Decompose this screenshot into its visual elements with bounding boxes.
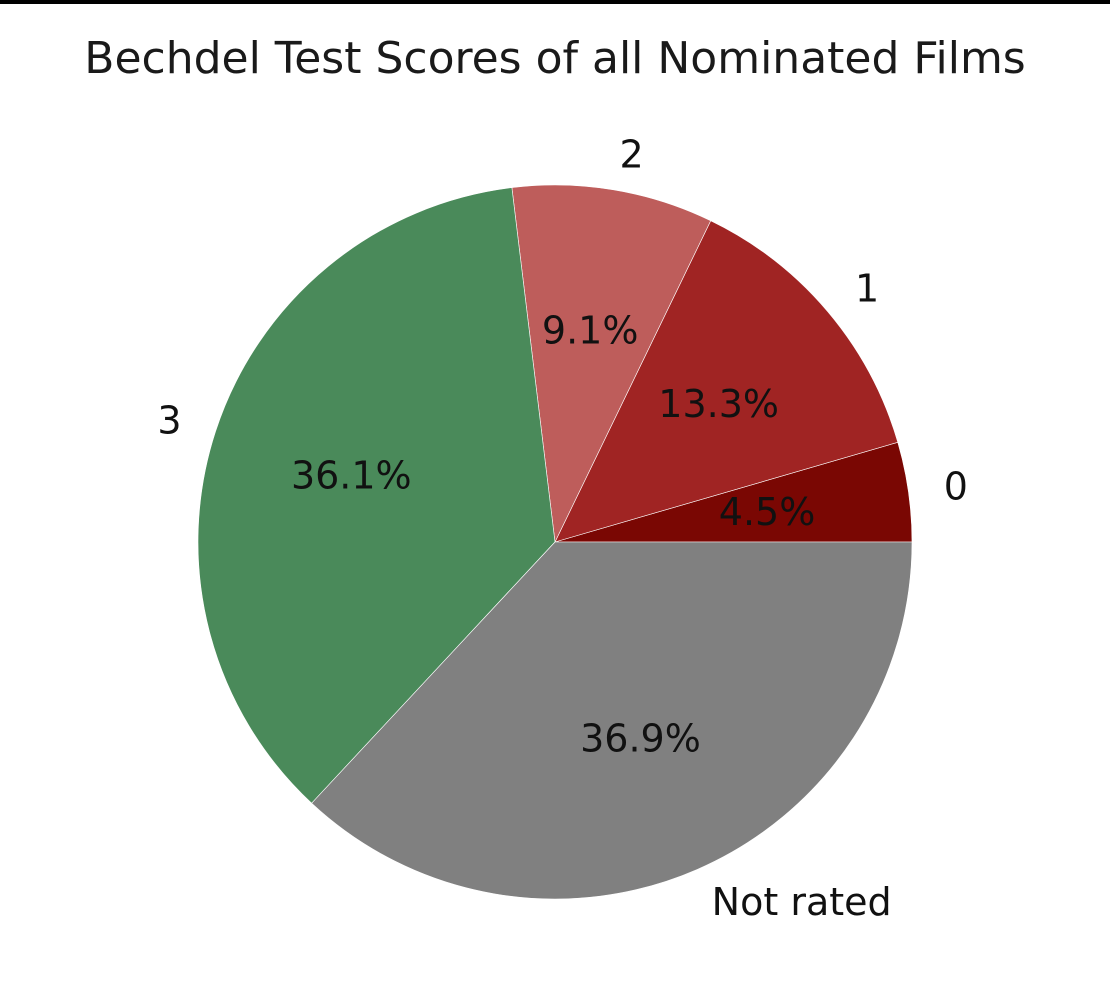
pct-label-0: 4.5% [719, 490, 816, 534]
pct-label-2: 9.1% [542, 309, 639, 353]
pie-slice-2 [511, 184, 712, 544]
slice-label-1: 1 [855, 267, 879, 311]
pct-label-3: 36.1% [291, 454, 412, 498]
slice-label-0: 0 [944, 465, 968, 509]
slice-label-2: 2 [620, 133, 644, 177]
pie-slices [197, 184, 913, 900]
pie-slice-not-rated [311, 541, 913, 900]
pie-slice-1 [554, 220, 899, 543]
top-border [0, 0, 1110, 4]
slice-label-3: 3 [157, 399, 181, 443]
pie-labels: 0 4.5% 1 13.3% 2 9.1% 3 36.1% Not rated 36.9% [157, 133, 968, 924]
slice-label-not-rated: Not rated [712, 880, 892, 924]
pct-label-1: 13.3% [658, 382, 779, 426]
chart-title: Bechdel Test Scores of all Nominated Fil… [84, 33, 1025, 84]
pct-label-not-rated: 36.9% [580, 716, 701, 760]
pie-slice-3 [197, 187, 556, 804]
